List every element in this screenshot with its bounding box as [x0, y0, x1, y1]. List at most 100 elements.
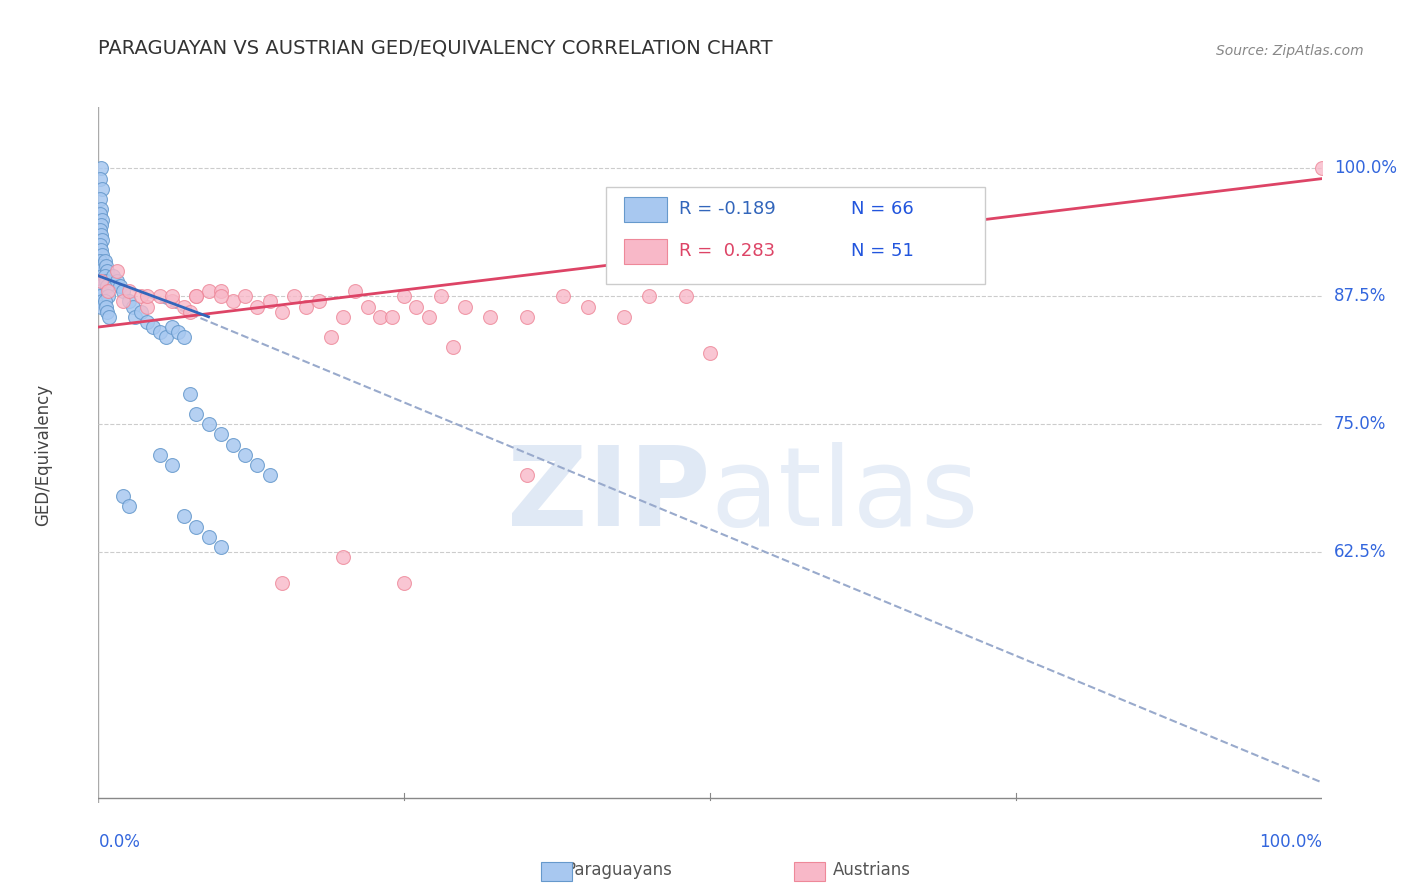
- Point: [118, 294, 141, 309]
- Point: [637, 289, 661, 303]
- Text: Austrians: Austrians: [832, 861, 911, 879]
- Text: 100.0%: 100.0%: [1258, 833, 1322, 852]
- Point: [91, 268, 114, 283]
- Point: [418, 310, 440, 324]
- FancyBboxPatch shape: [624, 239, 668, 263]
- Text: GED/Equivalency: GED/Equivalency: [34, 384, 52, 526]
- Point: [233, 289, 256, 303]
- Point: [259, 468, 281, 483]
- Point: [149, 448, 172, 462]
- Point: [94, 259, 117, 273]
- Point: [344, 284, 367, 298]
- Text: N = 66: N = 66: [851, 201, 914, 219]
- Point: [110, 279, 132, 293]
- Point: [90, 274, 112, 288]
- Point: [96, 264, 118, 278]
- Point: [186, 289, 208, 303]
- Point: [89, 207, 111, 221]
- Text: 0.0%: 0.0%: [98, 833, 141, 852]
- Point: [167, 325, 190, 339]
- Point: [111, 284, 134, 298]
- Point: [97, 289, 120, 303]
- Point: [246, 458, 269, 472]
- Point: [89, 253, 111, 268]
- Point: [179, 386, 201, 401]
- Point: [160, 289, 183, 303]
- Point: [105, 274, 128, 288]
- Point: [91, 182, 114, 196]
- Point: [209, 427, 232, 442]
- Point: [209, 284, 232, 298]
- Point: [90, 218, 112, 232]
- Point: [222, 294, 245, 309]
- Point: [90, 300, 112, 314]
- Point: [295, 300, 318, 314]
- Point: [149, 289, 172, 303]
- Point: [441, 341, 464, 355]
- Point: [90, 227, 112, 242]
- Point: [186, 289, 208, 303]
- Point: [91, 294, 114, 309]
- Point: [233, 448, 256, 462]
- Text: Paraguayans: Paraguayans: [565, 861, 672, 879]
- Point: [246, 300, 269, 314]
- Point: [173, 509, 195, 524]
- Point: [209, 540, 232, 554]
- Point: [93, 253, 115, 268]
- Point: [90, 274, 112, 288]
- Point: [197, 284, 219, 298]
- Text: 62.5%: 62.5%: [1334, 543, 1386, 561]
- Point: [259, 294, 281, 309]
- Point: [405, 300, 427, 314]
- Point: [118, 284, 141, 298]
- Point: [699, 345, 721, 359]
- Point: [90, 244, 112, 258]
- Text: R = -0.189: R = -0.189: [679, 201, 776, 219]
- Point: [454, 300, 477, 314]
- Point: [270, 575, 294, 590]
- Point: [96, 279, 118, 293]
- Point: [179, 304, 201, 318]
- Point: [160, 458, 183, 472]
- FancyBboxPatch shape: [624, 197, 668, 222]
- Point: [675, 289, 697, 303]
- Point: [94, 300, 117, 314]
- Point: [392, 575, 416, 590]
- Point: [197, 530, 219, 544]
- Point: [90, 161, 112, 176]
- Point: [129, 304, 152, 318]
- Point: [209, 289, 232, 303]
- Point: [97, 284, 120, 298]
- Point: [392, 289, 416, 303]
- Point: [101, 268, 124, 283]
- Point: [111, 489, 134, 503]
- Point: [136, 300, 159, 314]
- Point: [160, 320, 183, 334]
- Point: [90, 259, 112, 273]
- Point: [173, 330, 195, 344]
- Point: [90, 284, 112, 298]
- Text: atlas: atlas: [710, 442, 979, 549]
- Point: [89, 238, 111, 252]
- Point: [91, 233, 114, 247]
- Point: [1310, 161, 1333, 176]
- Point: [155, 330, 177, 344]
- Point: [381, 310, 404, 324]
- FancyBboxPatch shape: [606, 187, 986, 285]
- Point: [89, 289, 111, 303]
- Text: N = 51: N = 51: [851, 242, 914, 260]
- Point: [98, 310, 121, 324]
- Point: [173, 300, 195, 314]
- Point: [197, 417, 219, 432]
- Text: R =  0.283: R = 0.283: [679, 242, 776, 260]
- Point: [136, 315, 159, 329]
- Point: [93, 268, 115, 283]
- Point: [553, 289, 575, 303]
- Text: 100.0%: 100.0%: [1334, 160, 1398, 178]
- Point: [149, 325, 172, 339]
- Point: [91, 248, 114, 262]
- Point: [136, 289, 159, 303]
- Point: [96, 304, 118, 318]
- Point: [93, 294, 115, 309]
- Point: [89, 264, 111, 278]
